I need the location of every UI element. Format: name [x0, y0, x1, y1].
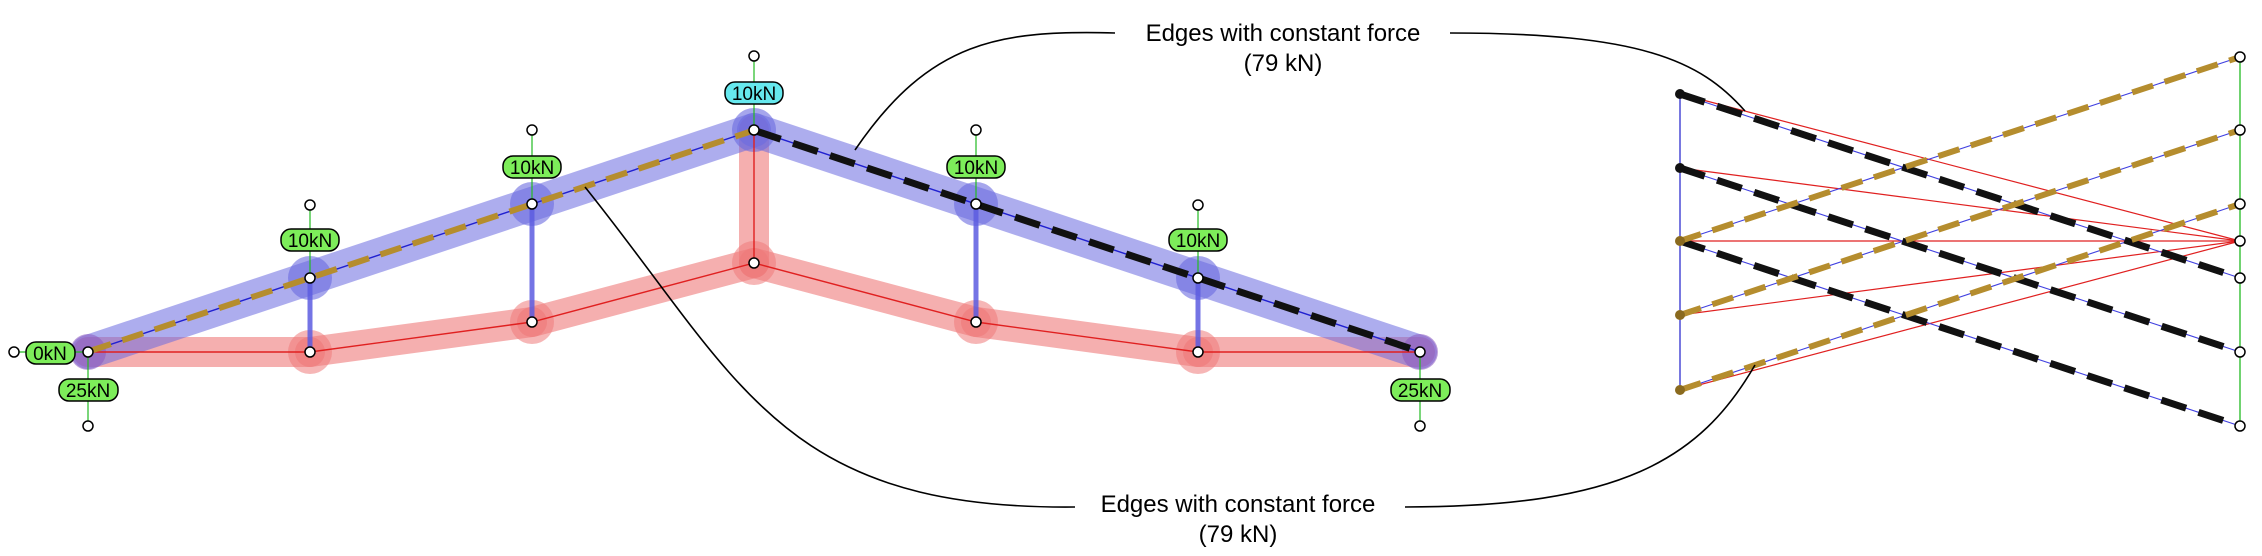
node-marker — [970, 198, 982, 210]
leader-line — [854, 31, 1116, 151]
load-badge-node-4: 10kN — [946, 155, 1006, 179]
node-marker — [304, 346, 316, 358]
force-tension-line — [1679, 167, 2241, 242]
node-marker — [970, 316, 982, 328]
load-tail-marker — [970, 124, 982, 136]
constant-force-edge-left — [89, 128, 753, 354]
load-value: 10kN — [1176, 231, 1220, 252]
load-badge-apex: 10kN — [724, 81, 784, 105]
constant-force-edge — [1678, 164, 2242, 356]
load-tail-marker — [526, 124, 538, 136]
vertical-posts — [307, 204, 1201, 352]
force-diagram — [1675, 51, 2246, 432]
load-value: 25kN — [66, 381, 110, 402]
node-marker — [82, 346, 94, 358]
force-vertex — [2234, 124, 2246, 136]
load-value: 10kN — [732, 84, 776, 105]
load-value: 10kN — [288, 231, 332, 252]
load-badge-node-5: 10kN — [1168, 228, 1228, 252]
load-tail-marker — [748, 50, 760, 62]
force-vertex — [2234, 51, 2246, 63]
constant-force-edge — [1678, 90, 2242, 282]
annotation-line-1: Edges with constant force — [1146, 20, 1421, 47]
force-vertex — [1675, 385, 1685, 395]
node-marker — [748, 124, 760, 136]
load-value: 0kN — [33, 344, 67, 365]
node-marker — [1414, 346, 1426, 358]
force-vertex — [2234, 346, 2246, 358]
load-badge-node-1: 10kN — [280, 228, 340, 252]
node-marker — [526, 198, 538, 210]
force-vertex — [2234, 235, 2246, 247]
force-vertex — [1675, 236, 1685, 246]
annotation-top: Edges with constant force (79 kN) — [854, 20, 1746, 151]
constant-force-edge — [1679, 54, 2241, 244]
force-vertex — [1675, 89, 1685, 99]
force-vertex — [2234, 272, 2246, 284]
node-marker — [304, 272, 316, 284]
force-vertex — [1675, 310, 1685, 320]
force-tension-line — [1679, 93, 2241, 242]
force-vertices — [1675, 51, 2246, 432]
load-tail-marker — [82, 420, 94, 432]
node-marker — [526, 316, 538, 328]
force-vertex — [1675, 163, 1685, 173]
leader-line — [1449, 32, 1746, 112]
annotation-line-2: (79 kN) — [1244, 50, 1323, 77]
load-value: 25kN — [1398, 381, 1442, 402]
node-marker — [1192, 346, 1204, 358]
force-constant-edges-black — [1678, 90, 2242, 430]
force-vertex — [2234, 198, 2246, 210]
force-vertex — [2234, 420, 2246, 432]
constant-force-edge — [1679, 127, 2241, 318]
load-tail-marker — [304, 199, 316, 211]
load-badge-left-horizontal: 0kN — [25, 341, 76, 365]
leader-line — [584, 186, 1076, 508]
node-marker — [1192, 272, 1204, 284]
force-tension-lines — [1679, 93, 2241, 391]
load-badge-node-2: 10kN — [502, 155, 562, 179]
load-value: 10kN — [954, 158, 998, 179]
annotation-bottom: Edges with constant force (79 kN) — [584, 186, 1756, 548]
force-constant-edges-gold — [1679, 54, 2241, 393]
node-marker — [748, 257, 760, 269]
load-tail-marker — [8, 346, 20, 358]
force-tension-line — [1679, 240, 2241, 316]
load-badge-right-reaction: 25kN — [1390, 378, 1451, 402]
annotation-line-1: Edges with constant force — [1101, 491, 1376, 518]
leader-line — [1404, 364, 1756, 508]
force-tension-line — [1679, 240, 2241, 391]
load-tail-marker — [1414, 420, 1426, 432]
annotation-line-2: (79 kN) — [1199, 521, 1278, 548]
node-markers — [8, 50, 1426, 432]
constant-force-edge — [1678, 237, 2242, 430]
load-badges: 10kN 10kN 10kN 10kN 10kN 0kN — [25, 81, 1451, 402]
constant-force-edge — [1679, 201, 2241, 393]
load-value: 10kN — [510, 158, 554, 179]
load-badge-left-reaction: 25kN — [58, 378, 119, 402]
load-tail-marker — [1192, 199, 1204, 211]
form-diagram: 10kN 10kN 10kN 10kN 10kN 0kN — [8, 50, 1451, 432]
